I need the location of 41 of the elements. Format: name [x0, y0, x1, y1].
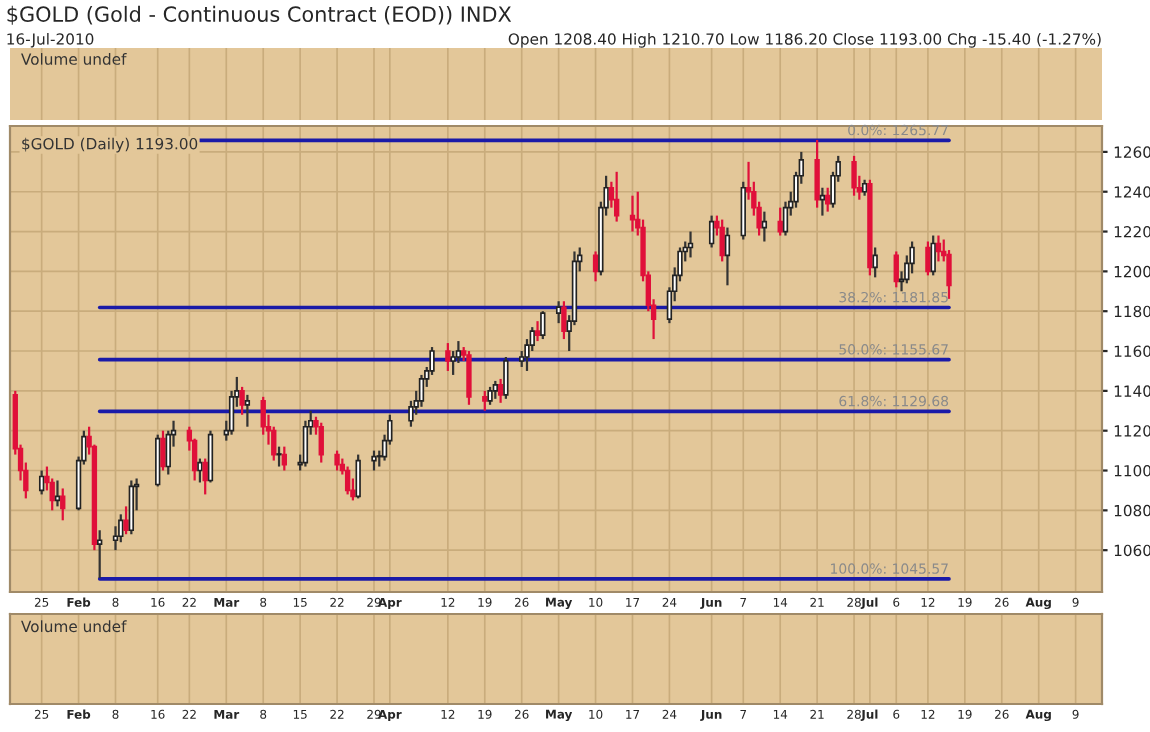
candlestick: [497, 377, 504, 404]
candlestick: [819, 186, 826, 217]
candlestick: [128, 479, 135, 536]
candlestick: [782, 200, 789, 237]
candlestick: [276, 445, 282, 468]
candlestick: [408, 399, 414, 428]
candlestick: [719, 218, 725, 263]
candlestick: [123, 505, 129, 536]
candlestick: [202, 457, 208, 496]
candlestick: [160, 429, 166, 472]
candlestick: [38, 469, 45, 496]
candlestick: [930, 234, 936, 277]
candlestick: [118, 513, 124, 544]
candlestick: [761, 210, 768, 243]
candlestick: [909, 240, 915, 275]
candlestick: [561, 300, 567, 341]
candlestick: [344, 465, 351, 496]
candlestick: [60, 487, 66, 522]
chart-title: $GOLD (Gold - Continuous Contract (EOD)) INDX: [7, 5, 512, 25]
candlestick: [534, 320, 541, 343]
candlestick: [540, 310, 546, 341]
candlestick: [724, 226, 731, 287]
candlestick: [239, 385, 245, 416]
candlestick: [613, 170, 620, 223]
candlestick: [450, 349, 456, 377]
candlestick: [935, 234, 942, 263]
candlestick: [207, 429, 214, 484]
candlestick: [244, 393, 251, 428]
candlestick: [355, 453, 361, 500]
candlestick: [466, 349, 472, 406]
candlestick: [503, 355, 509, 400]
candlestick: [302, 419, 309, 468]
candlestick: [872, 246, 878, 279]
candlestick: [946, 248, 952, 300]
candlestick: [281, 445, 288, 472]
candlestick: [165, 429, 171, 476]
candlestick: [418, 373, 425, 408]
candlestick: [318, 421, 324, 464]
candlestick: [96, 529, 103, 580]
candlestick: [824, 186, 831, 213]
candlestick: [197, 457, 203, 484]
